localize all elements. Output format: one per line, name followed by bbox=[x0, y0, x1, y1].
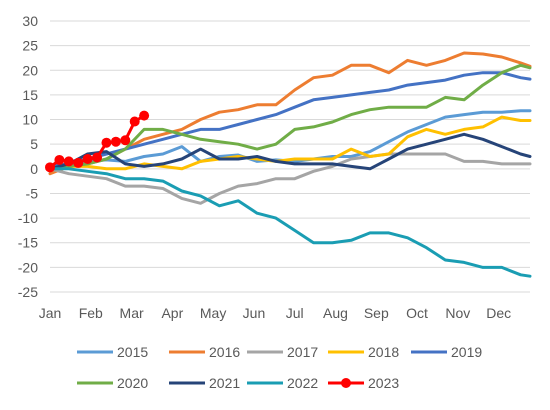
legend-label-2021: 2021 bbox=[209, 375, 240, 391]
series-line-2016 bbox=[48, 51, 532, 176]
data-point-2023 bbox=[82, 153, 93, 164]
legend-label-2020: 2020 bbox=[117, 375, 148, 391]
series-line-2017 bbox=[48, 152, 532, 205]
y-tick-label: -20 bbox=[18, 259, 38, 275]
series-lines bbox=[45, 51, 532, 278]
data-point-2023 bbox=[101, 137, 112, 148]
legend-label-2017: 2017 bbox=[287, 344, 318, 360]
x-tick-label: Nov bbox=[445, 305, 470, 321]
series-line-2019 bbox=[48, 71, 532, 168]
x-tick-label: Mar bbox=[120, 305, 144, 321]
x-tick-label: Jan bbox=[39, 305, 62, 321]
data-point-2023 bbox=[139, 110, 150, 121]
y-tick-label: 0 bbox=[30, 161, 38, 177]
y-tick-label: 30 bbox=[22, 13, 38, 29]
data-point-2023 bbox=[110, 136, 121, 147]
y-axis-tick-labels: 30 25 20 15 10 5 0 -5 -10 -15 -20 -25 bbox=[18, 13, 38, 300]
x-axis-tick-labels: Jan Feb Mar Apr May Jun Jul Aug Sep Oct Nov Dec bbox=[39, 305, 511, 321]
legend-label-2016: 2016 bbox=[209, 344, 240, 360]
x-tick-label: Dec bbox=[486, 305, 511, 321]
y-tick-label: -5 bbox=[26, 185, 39, 201]
series-line-2021 bbox=[48, 132, 532, 171]
data-point-2023 bbox=[129, 116, 140, 127]
y-tick-label: 5 bbox=[30, 136, 38, 152]
legend-label-2022: 2022 bbox=[287, 375, 318, 391]
y-tick-label: 10 bbox=[22, 112, 38, 128]
x-tick-label: Feb bbox=[79, 305, 103, 321]
x-tick-label: Jun bbox=[243, 305, 266, 321]
y-tick-label: 20 bbox=[22, 62, 38, 78]
x-tick-label: May bbox=[200, 305, 226, 321]
data-point-2023 bbox=[92, 152, 103, 163]
x-tick-label: Aug bbox=[323, 305, 348, 321]
legend-label-2015: 2015 bbox=[117, 344, 148, 360]
series-line-2020 bbox=[48, 63, 532, 171]
series-line-2018 bbox=[48, 115, 532, 171]
y-tick-label: -10 bbox=[18, 210, 38, 226]
series-line-2015 bbox=[48, 109, 532, 173]
data-point-2023 bbox=[45, 162, 55, 173]
y-tick-label: 25 bbox=[22, 38, 38, 54]
x-tick-label: Jul bbox=[286, 305, 304, 321]
legend-marker-2023 bbox=[341, 378, 351, 388]
legend-label-2018: 2018 bbox=[368, 344, 399, 360]
x-tick-label: Oct bbox=[406, 305, 428, 321]
legend: 2015 2016 2017 2018 2019 2020 2021 2022 2023 bbox=[77, 344, 482, 391]
legend-label-2023: 2023 bbox=[368, 375, 399, 391]
y-tick-label: -15 bbox=[18, 235, 38, 251]
data-point-2023 bbox=[54, 154, 65, 165]
series-line-2022 bbox=[48, 167, 532, 278]
x-tick-label: Apr bbox=[161, 305, 183, 321]
data-point-2023 bbox=[120, 135, 131, 146]
y-tick-label: 15 bbox=[22, 87, 38, 103]
data-point-2023 bbox=[63, 156, 74, 167]
y-tick-label: -25 bbox=[18, 284, 38, 300]
grid-lines bbox=[50, 20, 530, 293]
x-tick-label: Sep bbox=[364, 305, 389, 321]
data-point-2023 bbox=[73, 157, 84, 168]
legend-label-2019: 2019 bbox=[451, 344, 482, 360]
